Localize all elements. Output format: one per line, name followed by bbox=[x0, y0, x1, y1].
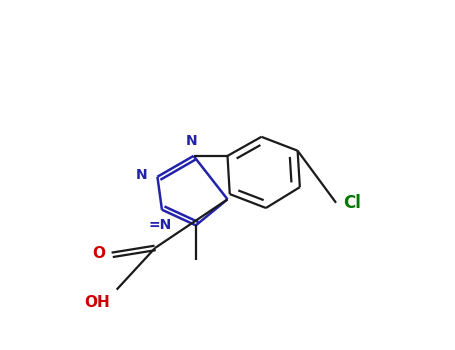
Text: N: N bbox=[136, 168, 147, 182]
Text: Cl: Cl bbox=[343, 194, 361, 212]
Text: =N: =N bbox=[148, 218, 171, 232]
Text: OH: OH bbox=[84, 295, 110, 310]
Text: O: O bbox=[92, 246, 106, 261]
Text: N: N bbox=[186, 134, 197, 148]
